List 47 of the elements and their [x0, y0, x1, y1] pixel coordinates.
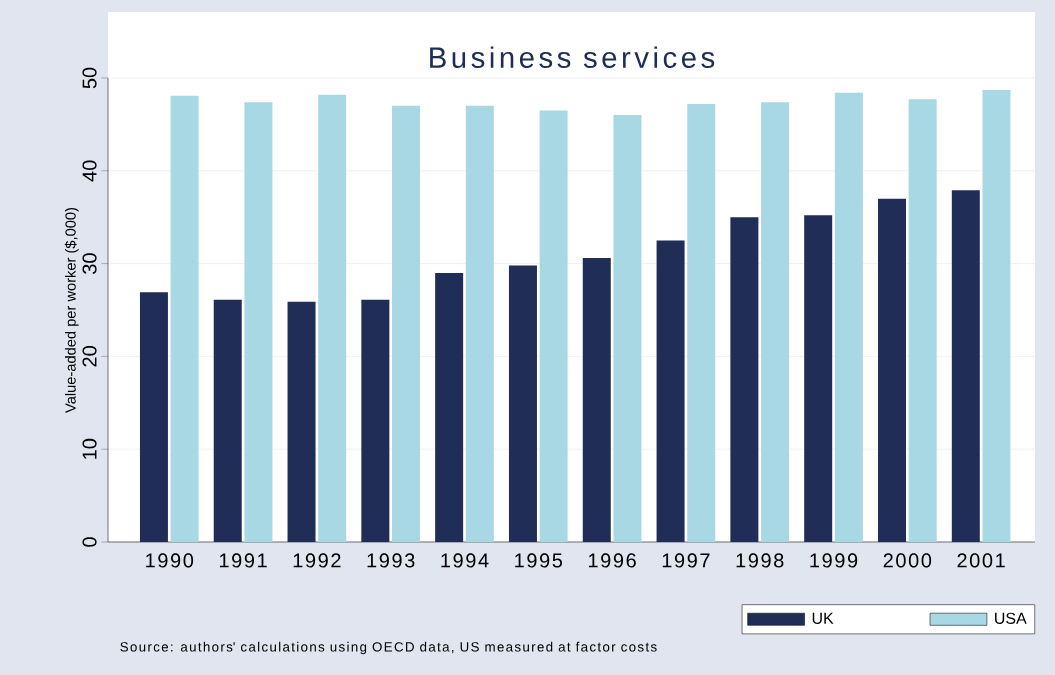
bar	[730, 217, 759, 542]
y-tick-label: 40	[82, 160, 97, 182]
x-tick-label: 1997	[662, 553, 710, 568]
source-note: Source: authors' calculations using OECD data, US measured at factor costs	[120, 641, 657, 655]
bar	[244, 102, 273, 542]
bar	[287, 301, 316, 542]
bar	[951, 190, 980, 542]
bar	[761, 102, 790, 542]
x-tick-label: 1992	[293, 553, 341, 568]
x-tick-label: 1999	[810, 553, 858, 568]
x-tick-label: 1991	[219, 553, 267, 568]
bar	[361, 299, 390, 542]
legend-label: USA	[995, 612, 1027, 624]
y-tick-label: 0	[82, 537, 97, 547]
bar	[508, 265, 537, 542]
bar	[687, 103, 716, 542]
y-tick-label: 30	[82, 253, 97, 274]
x-tick-label: 1995	[515, 553, 563, 568]
x-tick-label: 1990	[146, 553, 194, 568]
y-tick-label: 20	[82, 346, 97, 367]
x-tick-label: 1993	[367, 553, 415, 568]
legend-label: UK	[812, 612, 834, 624]
bar	[908, 99, 937, 542]
bar	[656, 240, 685, 542]
bar	[982, 90, 1011, 542]
x-tick-label: 1994	[441, 553, 489, 568]
chart-title: Business services	[430, 46, 715, 68]
bar	[139, 292, 168, 542]
y-tick-label: 10	[82, 438, 97, 459]
bar	[539, 110, 568, 542]
bar	[613, 115, 642, 542]
y-axis-title: Value-added per worker ($,000)	[64, 207, 79, 413]
bar	[834, 92, 863, 542]
bar	[318, 94, 347, 542]
x-tick-label: 2001	[957, 553, 1005, 568]
bar	[170, 95, 199, 542]
bar	[804, 215, 833, 542]
bar	[582, 258, 611, 542]
bar	[392, 105, 421, 542]
x-tick-label: 1996	[588, 553, 636, 568]
y-tick-label: 50	[82, 67, 97, 89]
x-tick-label: 2000	[883, 553, 932, 568]
bar	[878, 198, 906, 542]
bar	[213, 299, 242, 542]
x-tick-label: 1998	[736, 553, 784, 568]
bar	[435, 272, 464, 542]
bar	[465, 105, 494, 542]
